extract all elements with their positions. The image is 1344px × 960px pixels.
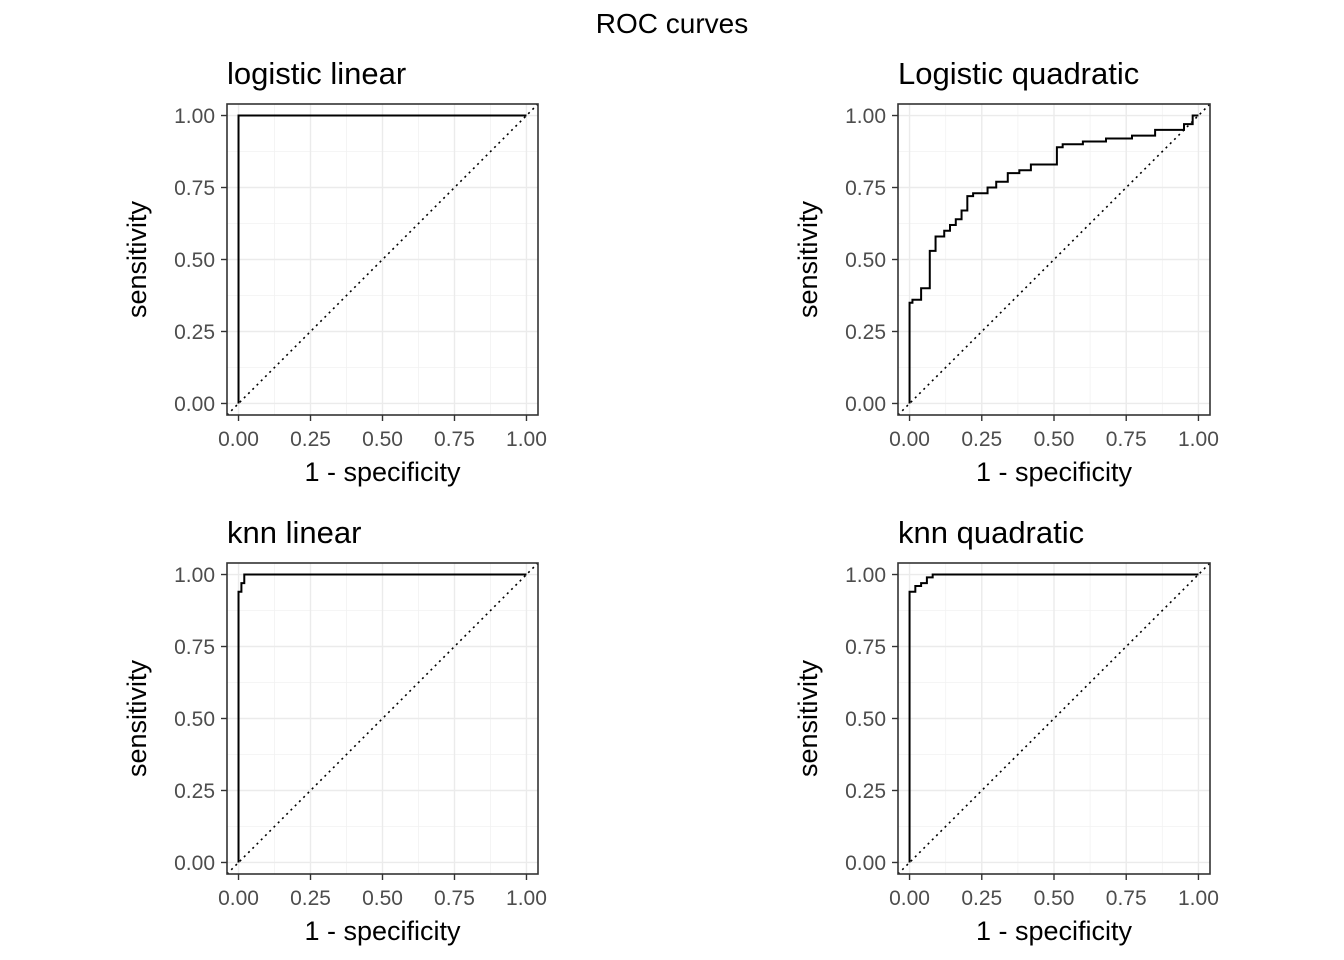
panel-1-y-tick-label: 0.75 [174,177,215,200]
panel-2-y-tick-label: 0.75 [845,177,886,200]
panel-2-y-tick-label: 1.00 [845,105,886,128]
panel-3-y-axis-label: sensitivity [122,659,152,777]
panel-4-x-tick-label: 0.25 [961,887,1002,910]
panel-1-y-tick-label: 0.50 [174,249,215,272]
panel-4: 0.00 0.25 0.50 0.75 1.00 0.00 0.25 0.50 0.75 1.00… [793,515,1219,946]
panel-4-roc-curve [908,573,1199,863]
panel-4-y-tick-label: 0.25 [845,780,886,803]
panel-3-y-tick-label: 0.50 [174,708,215,731]
panel-4-x-tick-label: 0.75 [1106,887,1147,910]
panel-3-roc-curve [237,573,527,863]
panel-1-x-axis-label: 1 - specificity [304,457,461,487]
panel-4-x-tick-label: 0.00 [889,887,930,910]
panel-1-reference-line [226,103,539,416]
panel-3-x-tick-label: 0.50 [362,887,403,910]
panel-1: 0.00 0.25 0.50 0.75 1.00 0.00 0.25 0.50 0.75 1.00… [122,56,547,487]
panel-3-y-tick-label: 0.00 [174,852,215,875]
figure-title: ROC curves [596,8,748,39]
panel-4-y-axis-label: sensitivity [793,659,823,777]
panel-3-x-tick-label: 1.00 [506,887,547,910]
panel-3-x-tick-label: 0.75 [434,887,475,910]
panel-1-y-tick-label: 1.00 [174,105,215,128]
panel-2: 0.00 0.25 0.50 0.75 1.00 0.00 0.25 0.50 0.75 1.00… [793,56,1219,487]
panel-2-x-tick-label: 0.50 [1034,428,1075,451]
panel-3-y-tick-label: 1.00 [174,564,215,587]
panel-2-x-axis-label: 1 - specificity [976,457,1133,487]
panel-4-x-tick-label: 1.00 [1178,887,1219,910]
panel-1-x-tick-label: 0.25 [290,428,331,451]
panel-1-y-tick-label: 0.00 [174,393,215,416]
panel-3-y-tick-label: 0.25 [174,780,215,803]
panel-1-title: logistic linear [227,56,406,91]
panel-4-x-tick-label: 0.50 [1034,887,1075,910]
panel-1-x-tick-label: 0.00 [218,428,259,451]
panel-2-y-tick-label: 0.50 [845,249,886,272]
panel-2-x-tick-label: 0.00 [889,428,930,451]
panel-4-reference-line [897,562,1211,875]
panel-4-y-tick-label: 0.00 [845,852,886,875]
panel-2-y-axis-label: sensitivity [793,200,823,318]
panel-3-x-tick-label: 0.00 [218,887,259,910]
panel-2-title: Logistic quadratic [898,56,1139,91]
panel-1-y-tick-label: 0.25 [174,321,215,344]
panel-4-y-tick-label: 0.75 [845,636,886,659]
panel-3-title: knn linear [227,515,361,550]
panel-1-roc-curve [237,114,527,404]
panel-4-y-tick-label: 1.00 [845,564,886,587]
panel-2-x-tick-label: 1.00 [1178,428,1219,451]
panel-1-x-tick-label: 1.00 [506,428,547,451]
panel-2-y-tick-label: 0.00 [845,393,886,416]
panel-3-reference-line [226,562,539,875]
panel-2-roc-curve [908,114,1199,404]
panel-3-x-axis-label: 1 - specificity [304,916,461,946]
panel-3: 0.00 0.25 0.50 0.75 1.00 0.00 0.25 0.50 0.75 1.00… [122,515,547,946]
panel-1-x-tick-label: 0.75 [434,428,475,451]
panel-2-y-tick-label: 0.25 [845,321,886,344]
panel-2-reference-line [897,103,1211,416]
panel-1-y-axis-label: sensitivity [122,200,152,318]
panel-1-x-tick-label: 0.50 [362,428,403,451]
panel-4-title: knn quadratic [898,515,1084,550]
panel-3-y-tick-label: 0.75 [174,636,215,659]
panel-2-x-tick-label: 0.25 [961,428,1002,451]
panel-2-x-tick-label: 0.75 [1106,428,1147,451]
panel-3-x-tick-label: 0.25 [290,887,331,910]
panel-4-x-axis-label: 1 - specificity [976,916,1133,946]
panel-4-y-tick-label: 0.50 [845,708,886,731]
